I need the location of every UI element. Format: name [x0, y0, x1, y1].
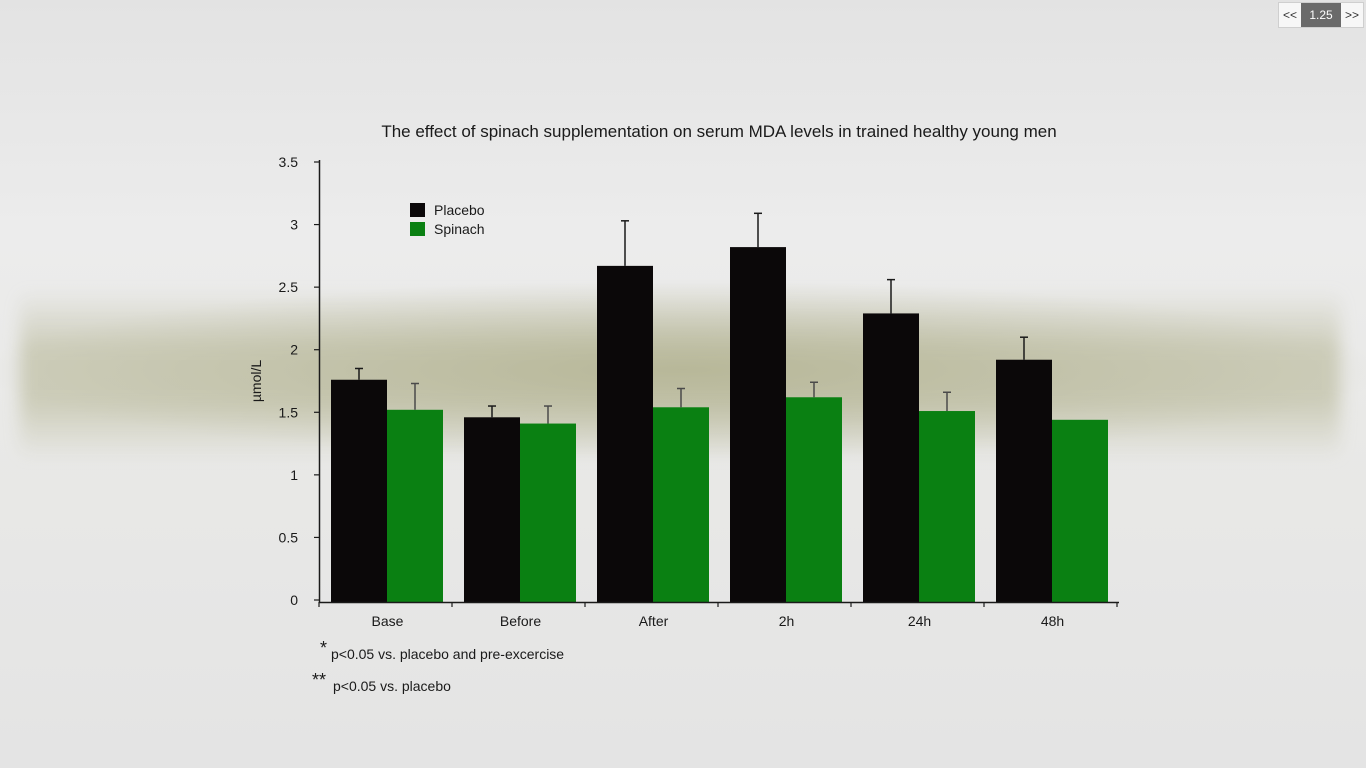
y-tick-label: 2	[290, 342, 298, 358]
x-tick-label: Before	[500, 613, 541, 629]
legend-swatch-placebo	[410, 203, 425, 217]
bar-placebo-2h	[730, 247, 786, 602]
chart-title: The effect of spinach supplementation on…	[381, 122, 1056, 141]
y-tick-label: 3	[290, 217, 298, 233]
footnotes: * p<0.05 vs. placebo and pre-excercise *…	[312, 638, 564, 694]
y-tick-label: 1	[290, 467, 298, 483]
y-tick-label: 0	[290, 592, 298, 608]
footnote-2-mark: **	[312, 670, 326, 690]
y-axis-label: µmol/L	[248, 360, 264, 403]
x-tick-label: After	[639, 613, 669, 629]
y-tick-label: 0.5	[279, 529, 299, 545]
x-axis-ticks: Base Before After 2h 24h 48h	[318, 602, 1118, 629]
x-tick-label: Base	[372, 613, 404, 629]
x-tick-label: 48h	[1041, 613, 1064, 629]
bar-placebo-before	[464, 417, 520, 602]
y-tick-label: 1.5	[279, 404, 299, 420]
bars	[331, 212, 1108, 602]
speed-decrease-button[interactable]: <<	[1282, 8, 1297, 22]
bar-spinach-after	[653, 407, 709, 602]
legend-label-spinach: Spinach	[434, 221, 485, 237]
speed-increase-button[interactable]: >>	[1344, 8, 1359, 22]
x-tick-label: 24h	[908, 613, 931, 629]
bar-spinach-base	[387, 409, 443, 602]
y-tick-label: 2.5	[279, 279, 299, 295]
bar-spinach-48h	[1052, 419, 1108, 602]
bar-placebo-48h	[996, 359, 1052, 602]
legend-label-placebo: Placebo	[434, 202, 485, 218]
bar-spinach-2h	[786, 397, 842, 602]
footnote-1-mark: *	[320, 638, 327, 658]
bar-spinach-before	[520, 423, 576, 602]
bar-spinach-24h	[919, 411, 975, 602]
bar-placebo-after	[597, 265, 653, 602]
legend: Placebo Spinach	[410, 202, 485, 237]
legend-swatch-spinach	[410, 222, 425, 236]
bar-placebo-24h	[863, 313, 919, 602]
speed-value: 1.25	[1301, 3, 1341, 27]
y-axis-ticks: 0 0.5 1 1.5 2 2.5 3 3.5	[279, 154, 319, 608]
bar-placebo-base	[331, 379, 387, 602]
footnote-2-text: p<0.05 vs. placebo	[333, 678, 451, 694]
playback-speed-control: << 1.25 >>	[1278, 2, 1364, 28]
x-tick-label: 2h	[779, 613, 795, 629]
y-tick-label: 3.5	[279, 154, 299, 170]
footnote-1-text: p<0.05 vs. placebo and pre-excercise	[331, 646, 564, 662]
